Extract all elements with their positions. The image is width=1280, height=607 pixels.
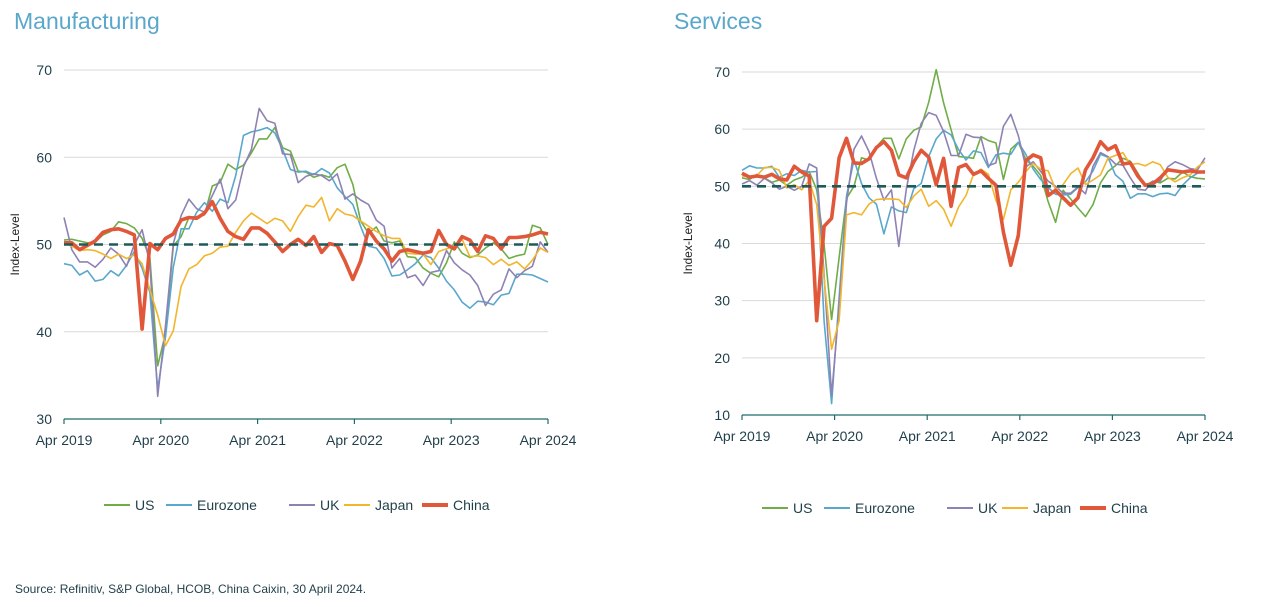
y-tick-label: 30	[714, 293, 730, 309]
x-tick-label: Apr 2019	[714, 428, 771, 444]
series-line-eurozone	[63, 126, 549, 391]
x-tick-label: Apr 2019	[36, 432, 93, 448]
series-line-china	[64, 199, 549, 331]
chart-services: 10 20 30 40 50 60 70 Apr 2019 Apr 2020 Apr 2021 Ap…	[681, 64, 1234, 516]
legend-label-uk: UK	[320, 497, 340, 513]
legend-label-us: US	[135, 497, 154, 513]
y-tick-label: 70	[714, 64, 730, 80]
legend-label-china: China	[1111, 500, 1148, 516]
chart-title-manufacturing: Manufacturing	[14, 8, 160, 34]
legend-label-uk: UK	[978, 500, 998, 516]
x-tick-label: Apr 2024	[1177, 428, 1234, 444]
x-tick-label: Apr 2020	[132, 432, 189, 448]
y-tick-label: 40	[36, 324, 52, 340]
x-tick-label: Apr 2024	[520, 432, 577, 448]
chart-manufacturing: 30 40 50 60 70 Apr 2019 Apr 2020 Apr 2021 Apr 20…	[8, 62, 577, 513]
y-axis-label: Index-Level	[681, 212, 695, 274]
x-tick-label: Apr 2023	[1084, 428, 1141, 444]
legend-label-eurozone: Eurozone	[197, 497, 257, 513]
legend-label-japan: Japan	[1033, 500, 1071, 516]
y-tick-label: 70	[36, 62, 52, 78]
y-tick-label: 60	[714, 121, 730, 137]
x-tick-label: Apr 2020	[806, 428, 863, 444]
x-tick-label: Apr 2023	[423, 432, 480, 448]
legend-label-us: US	[793, 500, 812, 516]
legend-label-japan: Japan	[375, 497, 413, 513]
y-tick-label: 10	[714, 407, 730, 423]
series-line-china	[741, 136, 1205, 323]
series-line-uk	[63, 107, 549, 398]
legend-label-eurozone: Eurozone	[855, 500, 915, 516]
legend-label-china: China	[453, 497, 490, 513]
series-line-uk	[741, 111, 1206, 397]
y-axis-label: Index-Level	[8, 213, 22, 275]
x-tick-label: Apr 2022	[991, 428, 1048, 444]
y-tick-label: 50	[36, 237, 52, 253]
y-tick-label: 50	[714, 178, 730, 194]
series-line-japan	[63, 196, 549, 347]
y-tick-label: 20	[714, 350, 730, 366]
y-tick-label: 30	[36, 411, 52, 427]
y-tick-label: 60	[36, 149, 52, 165]
x-tick-label: Apr 2021	[229, 432, 286, 448]
source-note: Source: Refinitiv, S&P Global, HCOB, Chi…	[15, 582, 367, 596]
y-tick-label: 40	[714, 236, 730, 252]
x-tick-label: Apr 2021	[899, 428, 956, 444]
chart-title-services: Services	[674, 8, 763, 34]
x-tick-label: Apr 2022	[326, 432, 383, 448]
